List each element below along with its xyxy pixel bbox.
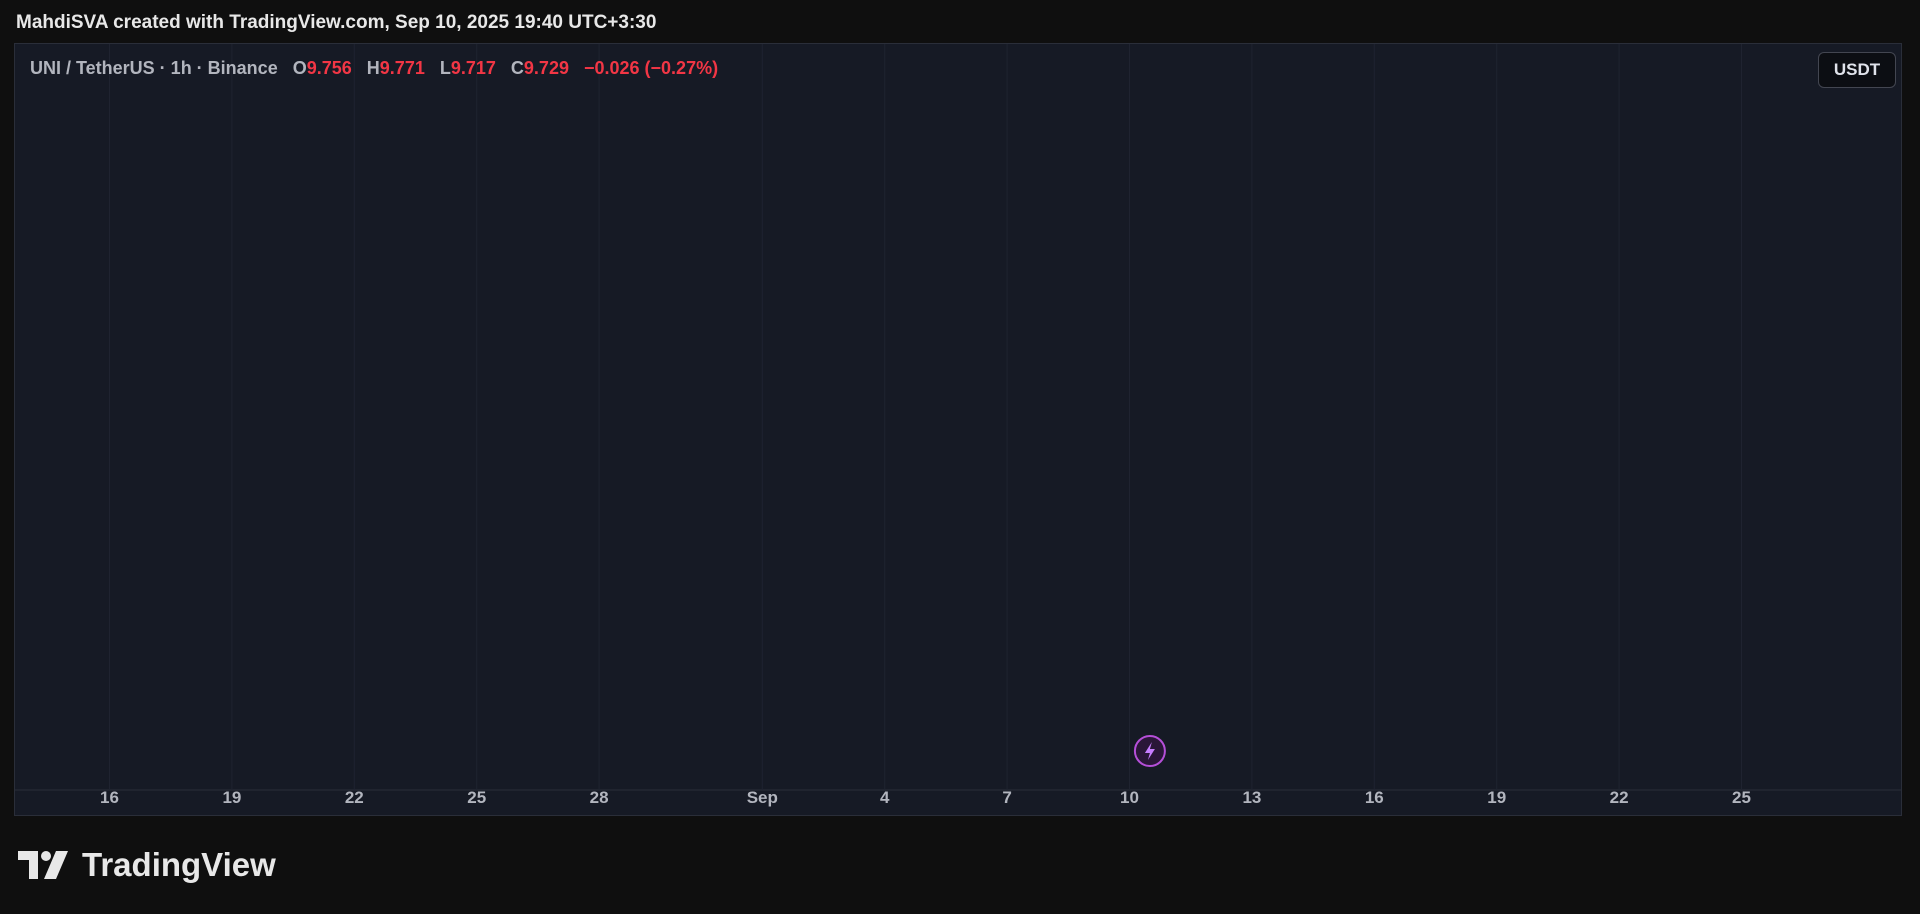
currency-button[interactable]: USDT <box>1818 52 1896 88</box>
x-tick-label: 4 <box>880 788 890 807</box>
open-value: 9.756 <box>306 58 352 78</box>
x-tick-label: 7 <box>1002 788 1011 807</box>
attribution-text: MahdiSVA created with TradingView.com, S… <box>16 12 657 33</box>
x-tick-label: 25 <box>1732 788 1751 807</box>
x-tick-label: 13 <box>1242 788 1261 807</box>
x-tick-label: 25 <box>467 788 486 807</box>
x-tick-label: 19 <box>222 788 241 807</box>
x-tick-label: Sep <box>747 788 778 807</box>
close-value: 9.729 <box>523 58 569 78</box>
tradingview-logo-icon <box>18 851 68 879</box>
change-value: −0.026 (−0.27%) <box>583 58 719 78</box>
tradingview-logo[interactable]: TradingView <box>18 846 276 884</box>
x-tick-label: 19 <box>1487 788 1506 807</box>
symbol-header: UNI / TetherUS · 1h · Binance O9.756 H9.… <box>30 58 718 79</box>
symbol-label[interactable]: UNI / TetherUS · 1h · Binance <box>30 58 278 78</box>
close-label: C <box>510 58 524 78</box>
lightning-icon <box>1133 735 1166 767</box>
x-tick-label: 16 <box>100 788 119 807</box>
x-tick-label: 10 <box>1120 788 1139 807</box>
x-tick-label: 22 <box>345 788 364 807</box>
x-tick-label: 16 <box>1365 788 1384 807</box>
x-tick-label: 28 <box>590 788 609 807</box>
high-label: H <box>366 58 380 78</box>
open-label: O <box>292 58 307 78</box>
x-tick-label: 22 <box>1610 788 1629 807</box>
x-axis-ticks: 16 19 22 25 28 Sep 4 7 10 13 16 19 22 25 <box>100 44 1751 807</box>
brand-name: TradingView <box>82 846 276 883</box>
low-label: L <box>439 58 451 78</box>
high-value: 9.771 <box>379 58 425 78</box>
chart-frame[interactable] <box>14 43 1902 816</box>
low-value: 9.717 <box>450 58 496 78</box>
event-icon-bolt <box>1144 742 1155 760</box>
